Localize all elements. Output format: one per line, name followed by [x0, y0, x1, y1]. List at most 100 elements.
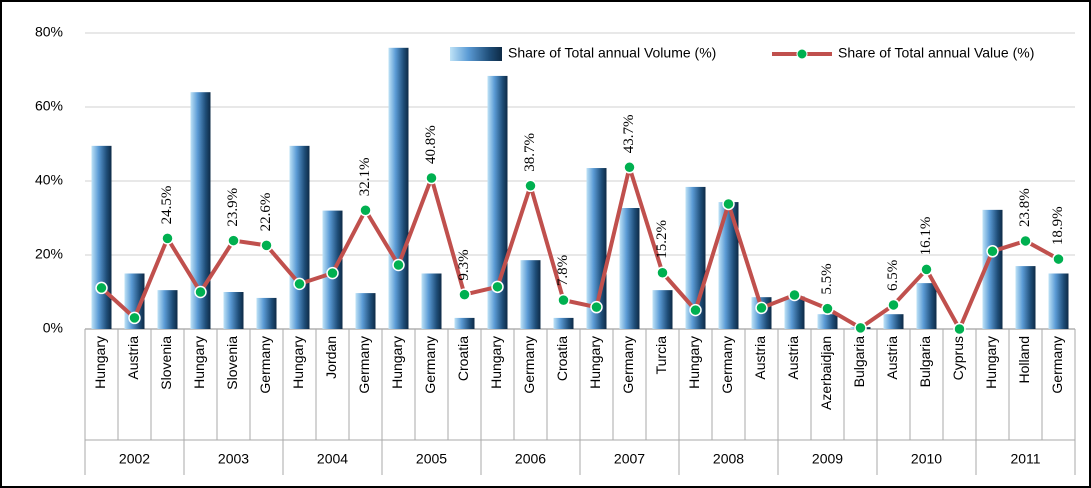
x-tick-label: Germany	[422, 336, 438, 394]
x-tick-label: Germany	[719, 336, 735, 394]
marker	[887, 298, 900, 312]
marker	[1019, 234, 1032, 248]
data-label: 7.8%	[555, 255, 571, 286]
y-tick-label: 20%	[35, 246, 63, 262]
x-tick-label: Germany	[356, 336, 372, 394]
data-label: 16.1%	[918, 217, 934, 256]
group-label: 2002	[119, 451, 150, 467]
y-tick-label: 80%	[35, 24, 63, 40]
bar	[289, 145, 310, 329]
x-tick-label: Jordan	[323, 336, 339, 379]
x-tick-label: Slovenia	[158, 336, 174, 390]
group-label: 2007	[614, 451, 645, 467]
marker	[623, 161, 636, 174]
x-tick-label: Hungary	[389, 336, 405, 389]
data-label: 18.9%	[1050, 206, 1066, 245]
data-label: 24.5%	[159, 186, 175, 225]
bar	[91, 145, 112, 329]
x-tick-label: Austria	[785, 336, 801, 380]
data-label: 23.8%	[1017, 188, 1033, 227]
legend-label: Share of Total annual Value (%)	[838, 45, 1034, 61]
data-label: 22.6%	[258, 193, 274, 232]
bar	[1015, 266, 1036, 329]
marker	[95, 281, 108, 295]
x-tick-label: Germany	[620, 336, 636, 394]
marker	[260, 239, 273, 252]
bar	[256, 297, 277, 329]
bar	[520, 260, 541, 329]
marker	[161, 232, 174, 245]
x-tick-label: Cyprus	[950, 336, 966, 380]
bar	[355, 293, 376, 329]
marker	[788, 288, 801, 302]
marker	[953, 322, 966, 336]
x-tick-label: Holland	[1016, 336, 1032, 383]
legend-label: Share of Total annual Volume (%)	[508, 45, 716, 61]
marker	[986, 245, 999, 258]
x-tick-label: Austria	[884, 336, 900, 380]
x-tick-label: Turcia	[653, 336, 669, 375]
x-tick-label: Croatia	[554, 336, 570, 381]
group-label: 2009	[812, 451, 843, 467]
bar	[652, 290, 673, 329]
x-tick-label: Hungary	[290, 336, 306, 389]
bar	[388, 47, 409, 330]
marker	[920, 263, 933, 276]
marker	[227, 234, 240, 247]
bar	[1048, 273, 1069, 329]
bar	[916, 283, 937, 329]
data-label: 32.1%	[357, 157, 373, 196]
x-tick-label: Slovenia	[224, 336, 240, 390]
x-tick-label: Hungary	[488, 336, 504, 389]
bar	[157, 290, 178, 329]
y-tick-label: 0%	[43, 320, 63, 336]
x-tick-label: Hungary	[587, 336, 603, 389]
x-tick-label: Hungary	[92, 336, 108, 389]
legend-swatch	[450, 47, 502, 61]
x-tick-label: Austria	[125, 336, 141, 380]
bar	[454, 317, 475, 329]
data-label: 5.5%	[819, 263, 835, 294]
marker	[491, 280, 504, 294]
x-tick-label: Germany	[257, 336, 273, 394]
x-tick-label: Hungary	[191, 336, 207, 389]
y-tick-label: 60%	[35, 98, 63, 114]
marker	[557, 293, 570, 307]
marker	[293, 277, 306, 291]
marker	[689, 303, 702, 317]
data-label: 43.7%	[621, 115, 637, 154]
group-label: 2005	[416, 451, 447, 467]
bar	[421, 273, 442, 329]
data-label: 15.2%	[654, 220, 670, 259]
x-tick-label: Bulgaria	[917, 336, 933, 388]
marker	[821, 302, 834, 315]
group-label: 2004	[317, 451, 348, 467]
bar	[982, 209, 1003, 329]
marker	[326, 266, 339, 280]
x-tick-label: Germany	[1049, 336, 1065, 394]
group-label: 2003	[218, 451, 249, 467]
bar	[784, 296, 805, 329]
y-tick-label: 40%	[35, 172, 63, 188]
marker	[656, 266, 669, 280]
marker	[590, 300, 603, 314]
marker	[392, 258, 405, 272]
x-tick-label: Azerbaidjan	[818, 336, 834, 410]
data-label: 38.7%	[522, 133, 538, 172]
data-label: 9.3%	[456, 249, 472, 280]
bar	[553, 317, 574, 329]
bar	[718, 202, 739, 329]
bar	[817, 314, 838, 329]
marker	[425, 171, 438, 185]
data-label: 6.5%	[885, 260, 901, 291]
group-label: 2010	[911, 451, 942, 467]
group-label: 2008	[713, 451, 744, 467]
bar	[619, 208, 640, 329]
x-tick-label: Austria	[752, 336, 768, 380]
bar	[883, 314, 904, 329]
marker	[1052, 252, 1065, 266]
bar	[223, 292, 244, 329]
x-tick-label: Germany	[521, 336, 537, 394]
group-label: 2011	[1010, 451, 1040, 467]
